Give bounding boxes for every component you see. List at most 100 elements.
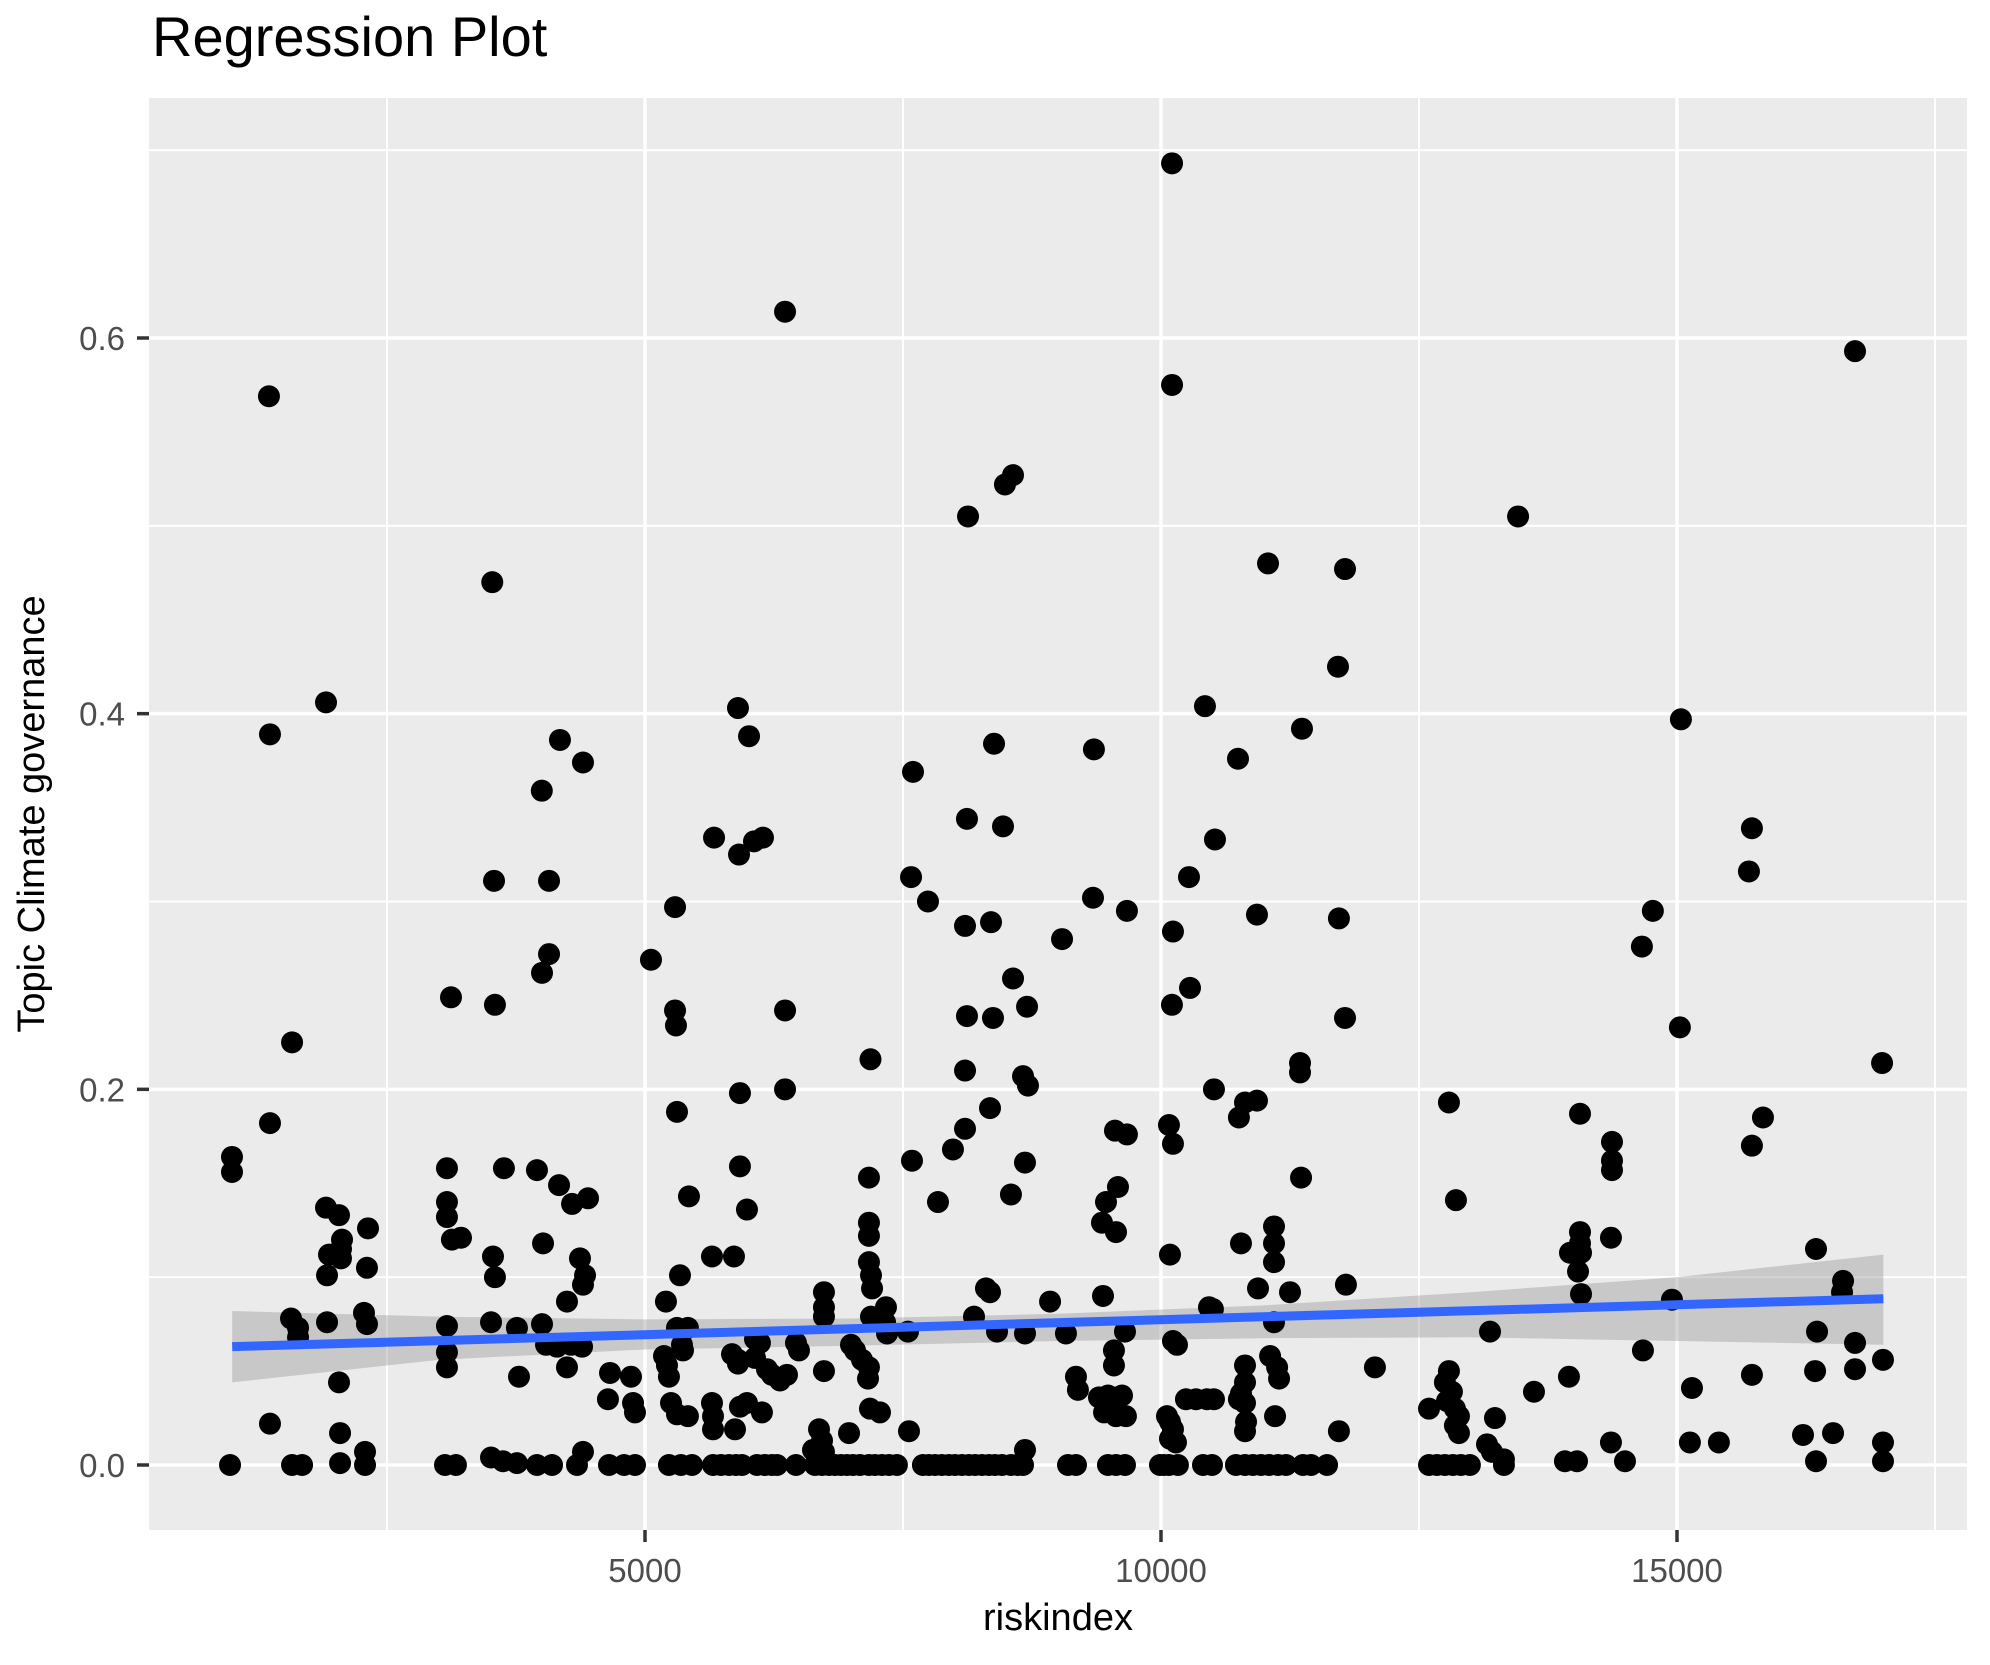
y-tick-labels: 0.0 0.2 0.4 0.6 xyxy=(79,320,125,1484)
data-point xyxy=(941,1138,964,1161)
data-point xyxy=(1268,1367,1291,1390)
data-point xyxy=(768,1369,791,1392)
data-point xyxy=(1822,1422,1845,1445)
data-point xyxy=(571,751,594,774)
data-point xyxy=(525,1159,548,1182)
data-point xyxy=(957,505,980,528)
data-point xyxy=(1871,1431,1894,1454)
data-point xyxy=(680,1454,703,1476)
data-point xyxy=(728,1155,751,1178)
data-point xyxy=(568,1247,591,1270)
data-point xyxy=(742,830,765,853)
data-point xyxy=(1568,1102,1591,1125)
x-tick-label: 10000 xyxy=(1115,1552,1207,1589)
data-point xyxy=(1064,1454,1087,1476)
data-point xyxy=(1805,1237,1828,1260)
data-point xyxy=(1805,1450,1828,1473)
data-point xyxy=(1234,1392,1257,1415)
data-point xyxy=(1263,1232,1286,1255)
data-point xyxy=(902,760,925,783)
data-point xyxy=(1737,860,1760,883)
data-point xyxy=(787,1339,810,1362)
axis-tick-marks xyxy=(137,336,1679,1542)
data-point xyxy=(1570,1283,1593,1306)
data-point xyxy=(774,999,797,1022)
data-point xyxy=(1164,1431,1187,1454)
data-point xyxy=(355,1256,378,1279)
data-point xyxy=(676,1405,699,1428)
data-point xyxy=(1668,1016,1691,1039)
data-point xyxy=(483,1266,506,1289)
data-point xyxy=(859,1048,882,1071)
data-point xyxy=(1158,1243,1181,1266)
data-point xyxy=(483,869,506,892)
data-point xyxy=(565,1454,588,1476)
data-point xyxy=(812,1360,835,1383)
data-point xyxy=(1161,373,1184,396)
data-point xyxy=(1844,1358,1867,1381)
data-point xyxy=(1115,899,1138,922)
data-point xyxy=(812,1305,835,1328)
data-point xyxy=(541,1454,564,1476)
data-point xyxy=(1016,1074,1039,1097)
data-point xyxy=(316,1311,339,1334)
data-point xyxy=(1161,920,1184,943)
data-point xyxy=(531,961,554,984)
data-point xyxy=(1599,1431,1622,1454)
data-point xyxy=(1094,1191,1117,1214)
data-point xyxy=(623,1454,646,1476)
data-point xyxy=(531,1313,554,1336)
regression-line xyxy=(232,1294,1884,1352)
data-point xyxy=(664,1014,687,1037)
data-point xyxy=(1177,866,1200,889)
data-point xyxy=(525,1454,548,1476)
data-point xyxy=(258,723,281,746)
data-point xyxy=(1444,1189,1467,1212)
data-point xyxy=(597,1454,620,1476)
data-point xyxy=(357,1217,380,1240)
data-point xyxy=(765,1454,788,1476)
data-point xyxy=(1002,967,1025,990)
data-point xyxy=(728,843,751,866)
data-point xyxy=(1114,1405,1137,1428)
data-point xyxy=(812,1281,835,1304)
data-point xyxy=(980,911,1003,934)
data-point xyxy=(703,826,726,849)
data-point xyxy=(1166,1454,1189,1476)
y-tick-label: 0.4 xyxy=(79,696,125,733)
data-point xyxy=(440,1228,463,1251)
data-point xyxy=(1161,1132,1184,1155)
data-point xyxy=(480,1311,503,1334)
data-point xyxy=(857,1224,880,1247)
data-point xyxy=(1871,1450,1894,1473)
data-point xyxy=(1200,1454,1223,1476)
data-point xyxy=(1051,928,1074,951)
data-point xyxy=(774,1078,797,1101)
data-point xyxy=(1013,1151,1036,1174)
data-point xyxy=(1334,1273,1357,1296)
data-point xyxy=(258,1412,281,1435)
data-point xyxy=(1300,1454,1323,1476)
data-point xyxy=(1316,1454,1339,1476)
data-point xyxy=(1669,708,1692,731)
data-point xyxy=(1234,1354,1257,1377)
data-point xyxy=(1202,1388,1225,1411)
data-point xyxy=(538,943,561,966)
data-point xyxy=(1678,1431,1701,1454)
data-point xyxy=(548,728,571,751)
data-point xyxy=(1290,1166,1313,1189)
data-point xyxy=(1751,1106,1774,1129)
data-point xyxy=(1844,1331,1867,1354)
data-point xyxy=(671,1339,694,1362)
data-point xyxy=(1229,1232,1252,1255)
data-point xyxy=(774,300,797,323)
data-point xyxy=(978,1281,1001,1304)
data-point xyxy=(1202,1078,1225,1101)
data-point xyxy=(1226,747,1249,770)
data-point xyxy=(700,1245,723,1268)
data-point xyxy=(1227,1106,1250,1129)
data-point xyxy=(1804,1360,1827,1383)
data-point xyxy=(993,473,1016,496)
data-point xyxy=(1507,505,1530,528)
